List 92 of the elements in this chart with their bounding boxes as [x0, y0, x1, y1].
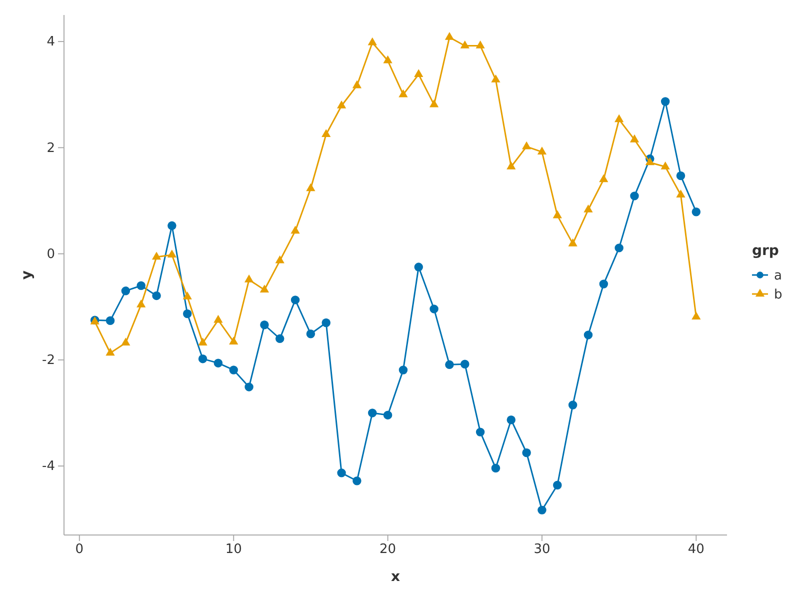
point — [491, 74, 500, 82]
point — [599, 280, 608, 288]
point — [136, 281, 146, 290]
x-tick-label: 20 — [380, 542, 396, 558]
point — [522, 141, 532, 150]
point — [322, 318, 330, 328]
legend-title: grp — [752, 243, 779, 259]
point — [476, 40, 485, 48]
point — [244, 382, 254, 392]
point — [260, 284, 269, 292]
y-tick-label: -4 — [42, 459, 55, 474]
point — [167, 250, 176, 258]
point — [398, 89, 408, 98]
point — [275, 255, 284, 264]
point — [352, 80, 362, 88]
x-tick-label: 30 — [534, 542, 550, 558]
point — [352, 476, 362, 486]
point — [383, 55, 392, 64]
point — [106, 348, 115, 356]
point — [414, 262, 423, 272]
x-tick-label: 0 — [75, 542, 84, 558]
point — [430, 304, 438, 314]
point — [460, 40, 470, 48]
point — [152, 291, 161, 300]
point — [522, 448, 531, 458]
point — [676, 171, 686, 180]
point — [229, 366, 238, 374]
point — [368, 408, 377, 418]
legend-label: b — [774, 288, 782, 302]
point — [152, 252, 162, 260]
point — [198, 354, 208, 364]
point — [182, 309, 192, 318]
legend-label: a — [774, 268, 782, 284]
point — [306, 330, 316, 338]
point — [214, 358, 223, 368]
point — [198, 338, 208, 346]
x-tick-label: 10 — [225, 542, 242, 558]
point — [476, 428, 485, 436]
point — [460, 360, 470, 369]
point — [445, 360, 454, 370]
point — [244, 274, 254, 282]
point — [106, 316, 115, 325]
point — [599, 174, 608, 182]
point — [553, 480, 562, 490]
point — [537, 146, 547, 155]
point — [506, 415, 516, 424]
point — [322, 129, 331, 138]
point — [414, 69, 424, 78]
point — [290, 296, 300, 304]
point — [168, 221, 176, 230]
point — [538, 506, 546, 514]
point — [552, 210, 562, 218]
point — [444, 32, 454, 40]
point — [229, 336, 238, 344]
point — [568, 238, 578, 246]
point — [645, 157, 654, 166]
point — [660, 97, 670, 106]
point — [692, 207, 701, 216]
point — [136, 299, 146, 308]
y-tick-label: 0 — [46, 246, 55, 262]
x-tick-label: 40 — [688, 542, 704, 558]
point — [584, 204, 593, 212]
point — [398, 366, 408, 374]
point — [630, 134, 640, 142]
y-tick-label: 2 — [46, 140, 55, 156]
point — [568, 400, 578, 410]
point — [290, 226, 300, 234]
point — [306, 183, 316, 192]
point — [584, 330, 593, 340]
point — [383, 410, 392, 420]
point — [275, 334, 284, 344]
point — [614, 114, 624, 122]
point — [630, 192, 639, 200]
point — [214, 314, 223, 323]
point — [614, 244, 624, 252]
point — [182, 291, 192, 300]
point — [260, 320, 269, 330]
point — [660, 161, 670, 170]
point — [337, 468, 346, 478]
point — [491, 464, 500, 473]
y-tick-label: 4 — [46, 34, 55, 50]
point — [692, 312, 701, 320]
point — [121, 286, 130, 296]
point — [676, 190, 686, 198]
x-axis-title: x — [390, 569, 400, 585]
y-axis-title: y — [19, 270, 35, 280]
point — [429, 99, 439, 108]
y-tick-label: -2 — [42, 353, 55, 368]
point — [368, 37, 377, 46]
point — [121, 338, 130, 346]
point — [336, 100, 346, 108]
point — [506, 161, 516, 170]
